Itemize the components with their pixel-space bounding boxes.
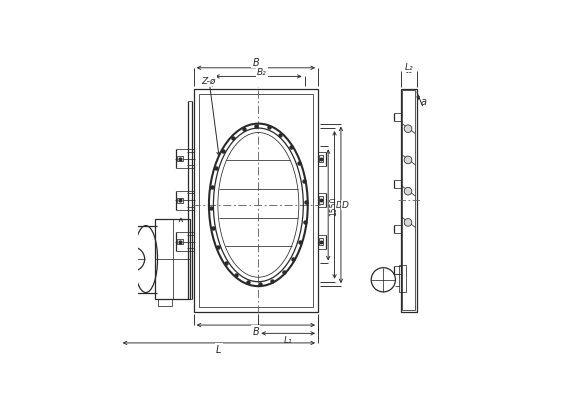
- Text: L₁: L₁: [284, 335, 292, 344]
- Polygon shape: [177, 240, 183, 244]
- Polygon shape: [319, 238, 323, 246]
- Text: B: B: [252, 58, 259, 68]
- Circle shape: [404, 219, 412, 227]
- Text: a: a: [420, 97, 427, 107]
- Text: L₂: L₂: [404, 62, 413, 71]
- Text: Z-ø: Z-ø: [202, 77, 216, 86]
- Text: D₁: D₁: [335, 201, 345, 210]
- Polygon shape: [319, 155, 323, 163]
- Text: B: B: [252, 326, 259, 336]
- Polygon shape: [177, 198, 183, 203]
- Circle shape: [404, 126, 412, 133]
- Circle shape: [404, 157, 412, 164]
- Polygon shape: [319, 197, 323, 204]
- Text: 1550: 1550: [329, 196, 339, 215]
- Polygon shape: [177, 157, 183, 162]
- Text: L: L: [216, 344, 222, 354]
- Text: D: D: [342, 201, 349, 210]
- Circle shape: [404, 188, 412, 195]
- Text: B₂: B₂: [257, 68, 266, 77]
